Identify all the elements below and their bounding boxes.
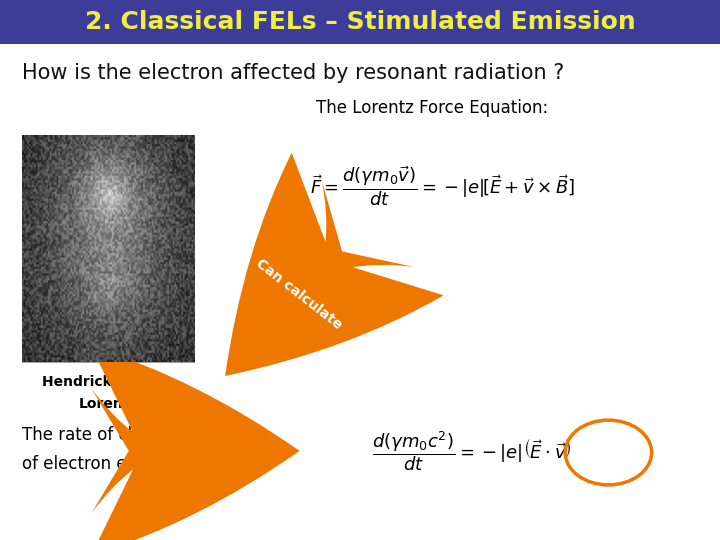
Text: 2. Classical FELs – Stimulated Emission: 2. Classical FELs – Stimulated Emission — [85, 10, 635, 34]
Bar — [22, 135, 194, 362]
Text: Lorentz: Lorentz — [78, 397, 138, 411]
Text: How is the electron affected by resonant radiation ?: How is the electron affected by resonant… — [22, 63, 564, 83]
FancyArrowPatch shape — [225, 153, 444, 376]
Text: $\dfrac{d(\gamma m_0 c^2)}{dt}=-|e|\left(\vec{E}\cdot\vec{v}\right)$: $\dfrac{d(\gamma m_0 c^2)}{dt}=-|e|\left… — [372, 429, 572, 473]
Text: The Lorentz Force Equation:: The Lorentz Force Equation: — [316, 99, 548, 117]
Text: Can calculate: Can calculate — [253, 256, 345, 332]
Text: $\vec{F}=\dfrac{d(\gamma m_0\vec{v})}{dt}=-|e|\!\left[\vec{E}+\vec{v}\times\vec{: $\vec{F}=\dfrac{d(\gamma m_0\vec{v})}{dt… — [310, 165, 575, 208]
Text: Hendrick Antoon: Hendrick Antoon — [42, 375, 174, 389]
Bar — [0, 0, 720, 44]
Text: The rate of change: The rate of change — [22, 426, 179, 444]
Text: of electron energy: of electron energy — [22, 455, 174, 474]
FancyArrowPatch shape — [91, 347, 300, 540]
